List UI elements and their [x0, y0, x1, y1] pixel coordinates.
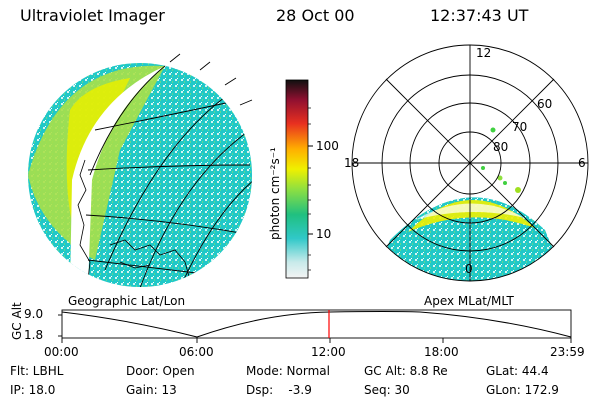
info-mode: Mode: Normal	[246, 364, 330, 378]
mlt-label-0: 0	[465, 262, 473, 276]
geographic-image	[28, 53, 253, 287]
polar-plot	[351, 44, 589, 282]
colorbar-tick-10: 10	[316, 227, 332, 241]
info-door: Door: Open	[126, 364, 195, 378]
mlt-label-18: 18	[344, 156, 360, 170]
altitude-ytick-low: 1.8	[24, 328, 44, 342]
left-panel-label: Geographic Lat/Lon	[68, 294, 186, 308]
right-panel-label: Apex MLat/MLT	[424, 294, 514, 308]
altitude-xtick: 18:00	[424, 345, 459, 359]
info-filter: Flt: LBHL	[10, 364, 64, 378]
colorbar-label: photon cm⁻²s⁻¹	[268, 147, 282, 240]
altitude-ylabel: GC Alt	[10, 302, 24, 340]
mlt-label-6: 6	[578, 156, 586, 170]
altitude-xtick: 06:00	[179, 345, 214, 359]
info-ip: IP: 18.0	[10, 383, 56, 397]
info-glon: GLon: 172.9	[486, 383, 559, 397]
altitude-xtick: 00:00	[44, 345, 79, 359]
instrument-title: Ultraviolet Imager	[20, 6, 165, 25]
altitude-xtick: 12:00	[311, 345, 346, 359]
lat-label-60: 60	[537, 97, 553, 111]
altitude-ytick-high: 9.0	[24, 307, 44, 321]
lat-label-80: 80	[493, 140, 509, 154]
altitude-xtick: 23:59	[550, 345, 585, 359]
colorbar	[285, 79, 309, 279]
info-gc-alt: GC Alt: 8.8 Re	[364, 364, 448, 378]
info-gain: Gain: 13	[126, 383, 177, 397]
info-glat: GLat: 44.4	[486, 364, 549, 378]
colorbar-tick-100: 100	[316, 139, 339, 153]
info-seq: Seq: 30	[364, 383, 410, 397]
time-label: 12:37:43 UT	[430, 6, 529, 25]
altitude-plot	[58, 309, 572, 343]
mlt-label-12: 12	[476, 46, 492, 60]
info-dsp: Dsp: -3.9	[246, 383, 312, 397]
date-label: 28 Oct 00	[276, 6, 355, 25]
lat-label-70: 70	[512, 120, 528, 134]
